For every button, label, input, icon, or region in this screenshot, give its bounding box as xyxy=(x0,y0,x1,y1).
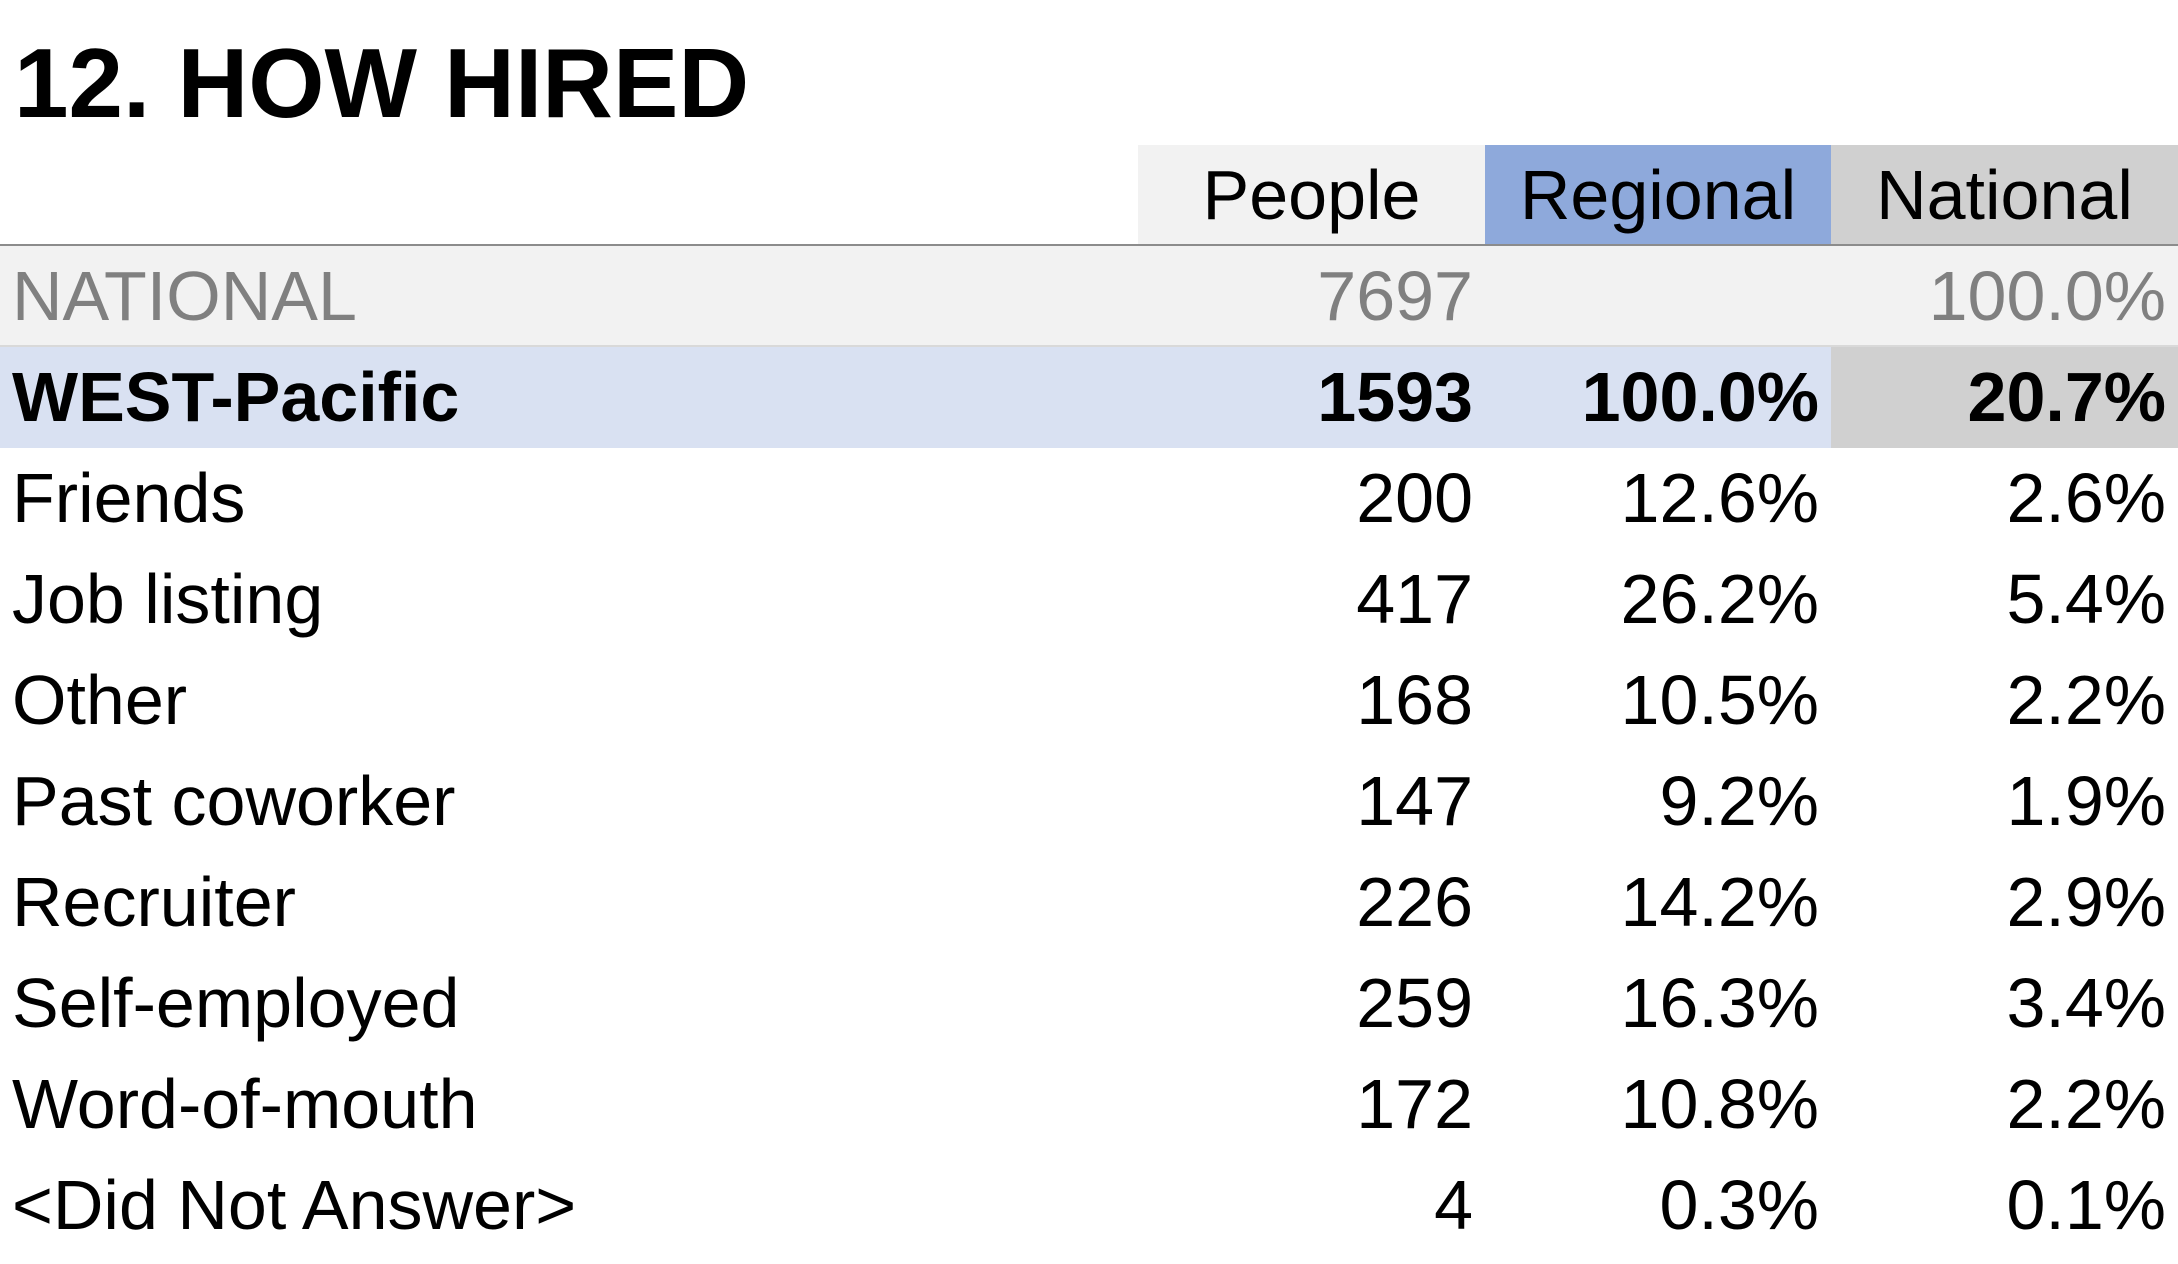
national-percent: 100.0% xyxy=(1928,257,2166,335)
people-count: 168 xyxy=(1356,661,1473,739)
regional-percent: 10.8% xyxy=(1620,1065,1819,1143)
row-label: Past coworker xyxy=(12,762,456,840)
regional-percent: 26.2% xyxy=(1620,560,1819,638)
regional-percent: 100.0% xyxy=(1581,358,1819,436)
table-row: Job listing 417 26.2% 5.4% xyxy=(0,549,2178,650)
column-header-people: People xyxy=(1138,145,1485,245)
table-row: Recruiter 226 14.2% 2.9% xyxy=(0,852,2178,953)
regional-percent: 0.3% xyxy=(1659,1166,1819,1244)
table-row: Past coworker 147 9.2% 1.9% xyxy=(0,751,2178,852)
table-row: Self-employed 259 16.3% 3.4% xyxy=(0,953,2178,1054)
national-percent: 2.6% xyxy=(2006,459,2166,537)
row-label: <Did Not Answer> xyxy=(12,1166,577,1244)
national-percent: 20.7% xyxy=(1967,358,2166,436)
people-count: 259 xyxy=(1356,964,1473,1042)
regional-percent: 16.3% xyxy=(1620,964,1819,1042)
people-count: 147 xyxy=(1356,762,1473,840)
national-percent: 0.1% xyxy=(2006,1166,2166,1244)
column-header-regional: Regional xyxy=(1485,145,1831,245)
people-count: 7697 xyxy=(1317,257,1473,335)
row-label: Recruiter xyxy=(12,863,296,941)
region-total-row: WEST-Pacific 1593 100.0% 20.7% xyxy=(0,347,2178,448)
national-percent: 5.4% xyxy=(2006,560,2166,638)
page-title: 12. HOW HIRED xyxy=(14,28,750,138)
table-row: Word-of-mouth 172 10.8% 2.2% xyxy=(0,1054,2178,1155)
people-count: 4 xyxy=(1434,1166,1473,1244)
national-percent: 2.9% xyxy=(2006,863,2166,941)
national-total-row: NATIONAL 7697 100.0% xyxy=(0,246,2178,347)
regional-percent xyxy=(1485,246,1819,347)
column-header-row: People Regional National xyxy=(0,145,2178,245)
row-label: Word-of-mouth xyxy=(12,1065,478,1143)
row-label: NATIONAL xyxy=(12,257,357,335)
row-label: Other xyxy=(12,661,188,739)
table-row: Other 168 10.5% 2.2% xyxy=(0,650,2178,751)
people-count: 226 xyxy=(1356,863,1473,941)
regional-percent: 9.2% xyxy=(1659,762,1819,840)
national-percent: 2.2% xyxy=(2006,1065,2166,1143)
row-label: WEST-Pacific xyxy=(12,358,460,436)
regional-percent: 12.6% xyxy=(1620,459,1819,537)
people-count: 200 xyxy=(1356,459,1473,537)
national-percent: 2.2% xyxy=(2006,661,2166,739)
regional-percent: 14.2% xyxy=(1620,863,1819,941)
national-percent: 1.9% xyxy=(2006,762,2166,840)
row-label: Self-employed xyxy=(12,964,460,1042)
row-label: Job listing xyxy=(12,560,324,638)
people-count: 1593 xyxy=(1317,358,1473,436)
people-count: 417 xyxy=(1356,560,1473,638)
national-percent: 3.4% xyxy=(2006,964,2166,1042)
table-row: <Did Not Answer> 4 0.3% 0.1% xyxy=(0,1155,2178,1256)
row-label: Friends xyxy=(12,459,246,537)
column-header-national: National xyxy=(1831,145,2178,245)
national-column-highlight xyxy=(1831,347,2178,448)
header-divider xyxy=(0,244,2178,246)
regional-percent: 10.5% xyxy=(1620,661,1819,739)
people-count: 172 xyxy=(1356,1065,1473,1143)
table-row: Friends 200 12.6% 2.6% xyxy=(0,448,2178,549)
